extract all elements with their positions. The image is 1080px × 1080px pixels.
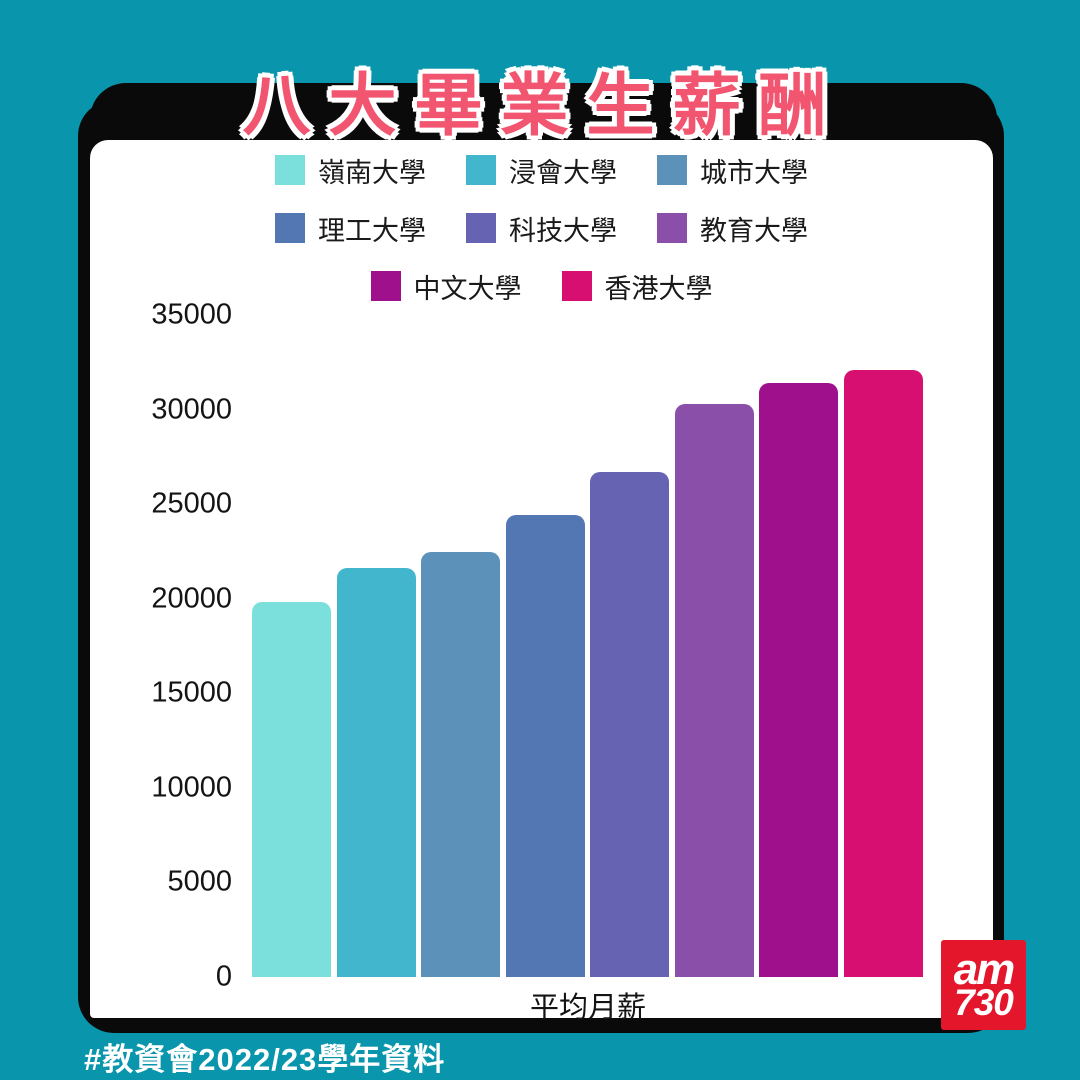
legend-label: 教育大學 [700, 215, 808, 246]
legend-label: 科技大學 [509, 215, 617, 246]
x-axis-label: 平均月薪 [529, 992, 646, 1024]
source-hashtag: #教資會2022/23學年資料 [84, 1042, 446, 1077]
legend-label: 嶺南大學 [318, 157, 426, 188]
legend-swatch [466, 155, 496, 185]
y-tick-label: 25000 [151, 487, 232, 520]
legend-item: 理工大學 [275, 209, 426, 248]
legend-item: 科技大學 [466, 209, 617, 248]
legend-swatch [275, 155, 305, 185]
legend-label: 香港大學 [604, 273, 713, 304]
y-tick-label: 15000 [151, 676, 232, 709]
legend-row: 理工大學 科技大學 教育大學 [90, 206, 993, 250]
bar-理工大學 [505, 515, 585, 977]
bar-中文大學 [759, 383, 838, 977]
y-tick-label: 5000 [167, 865, 232, 898]
y-tick-label: 10000 [151, 771, 232, 804]
bar-城市大學 [421, 552, 500, 977]
bar-教育大學 [674, 404, 754, 977]
legend-item: 嶺南大學 [275, 151, 426, 190]
legend-label: 城市大學 [700, 157, 808, 188]
legend-label: 理工大學 [318, 215, 426, 246]
bar-浸會大學 [336, 568, 416, 977]
am730-logo-line1: am [953, 944, 1016, 994]
legend-item: 教育大學 [657, 209, 808, 248]
am730-logo-line2: 730 [954, 981, 1014, 1023]
legend: 嶺南大學 浸會大學 城市大學理工大學 科技大學 教育大學中文大學 香港大學 [90, 148, 993, 308]
y-tick-label: 35000 [151, 298, 232, 331]
legend-swatch [370, 271, 401, 301]
bar-科技大學 [590, 472, 669, 977]
legend-swatch [657, 155, 687, 185]
legend-swatch [466, 213, 496, 243]
legend-swatch [561, 271, 592, 301]
legend-swatch [657, 213, 687, 243]
y-tick-label: 30000 [151, 393, 232, 426]
y-tick-label: 0 [215, 960, 232, 993]
bar-香港大學 [843, 370, 923, 977]
bar-plot-area [250, 315, 926, 977]
bar-嶺南大學 [252, 602, 331, 977]
y-tick-label: 20000 [151, 582, 232, 615]
legend-label: 浸會大學 [509, 157, 617, 188]
legend-item: 中文大學 [370, 267, 522, 306]
legend-label: 中文大學 [413, 273, 522, 304]
legend-item: 浸會大學 [466, 151, 617, 190]
legend-item: 香港大學 [561, 267, 713, 306]
legend-item: 城市大學 [657, 151, 808, 190]
page-title: 八大畢業生薪酬 [242, 68, 845, 144]
legend-row: 中文大學 香港大學 [90, 264, 993, 308]
am730-logo: am 730 [941, 940, 1026, 1030]
legend-row: 嶺南大學 浸會大學 城市大學 [90, 148, 993, 192]
legend-swatch [275, 213, 305, 243]
